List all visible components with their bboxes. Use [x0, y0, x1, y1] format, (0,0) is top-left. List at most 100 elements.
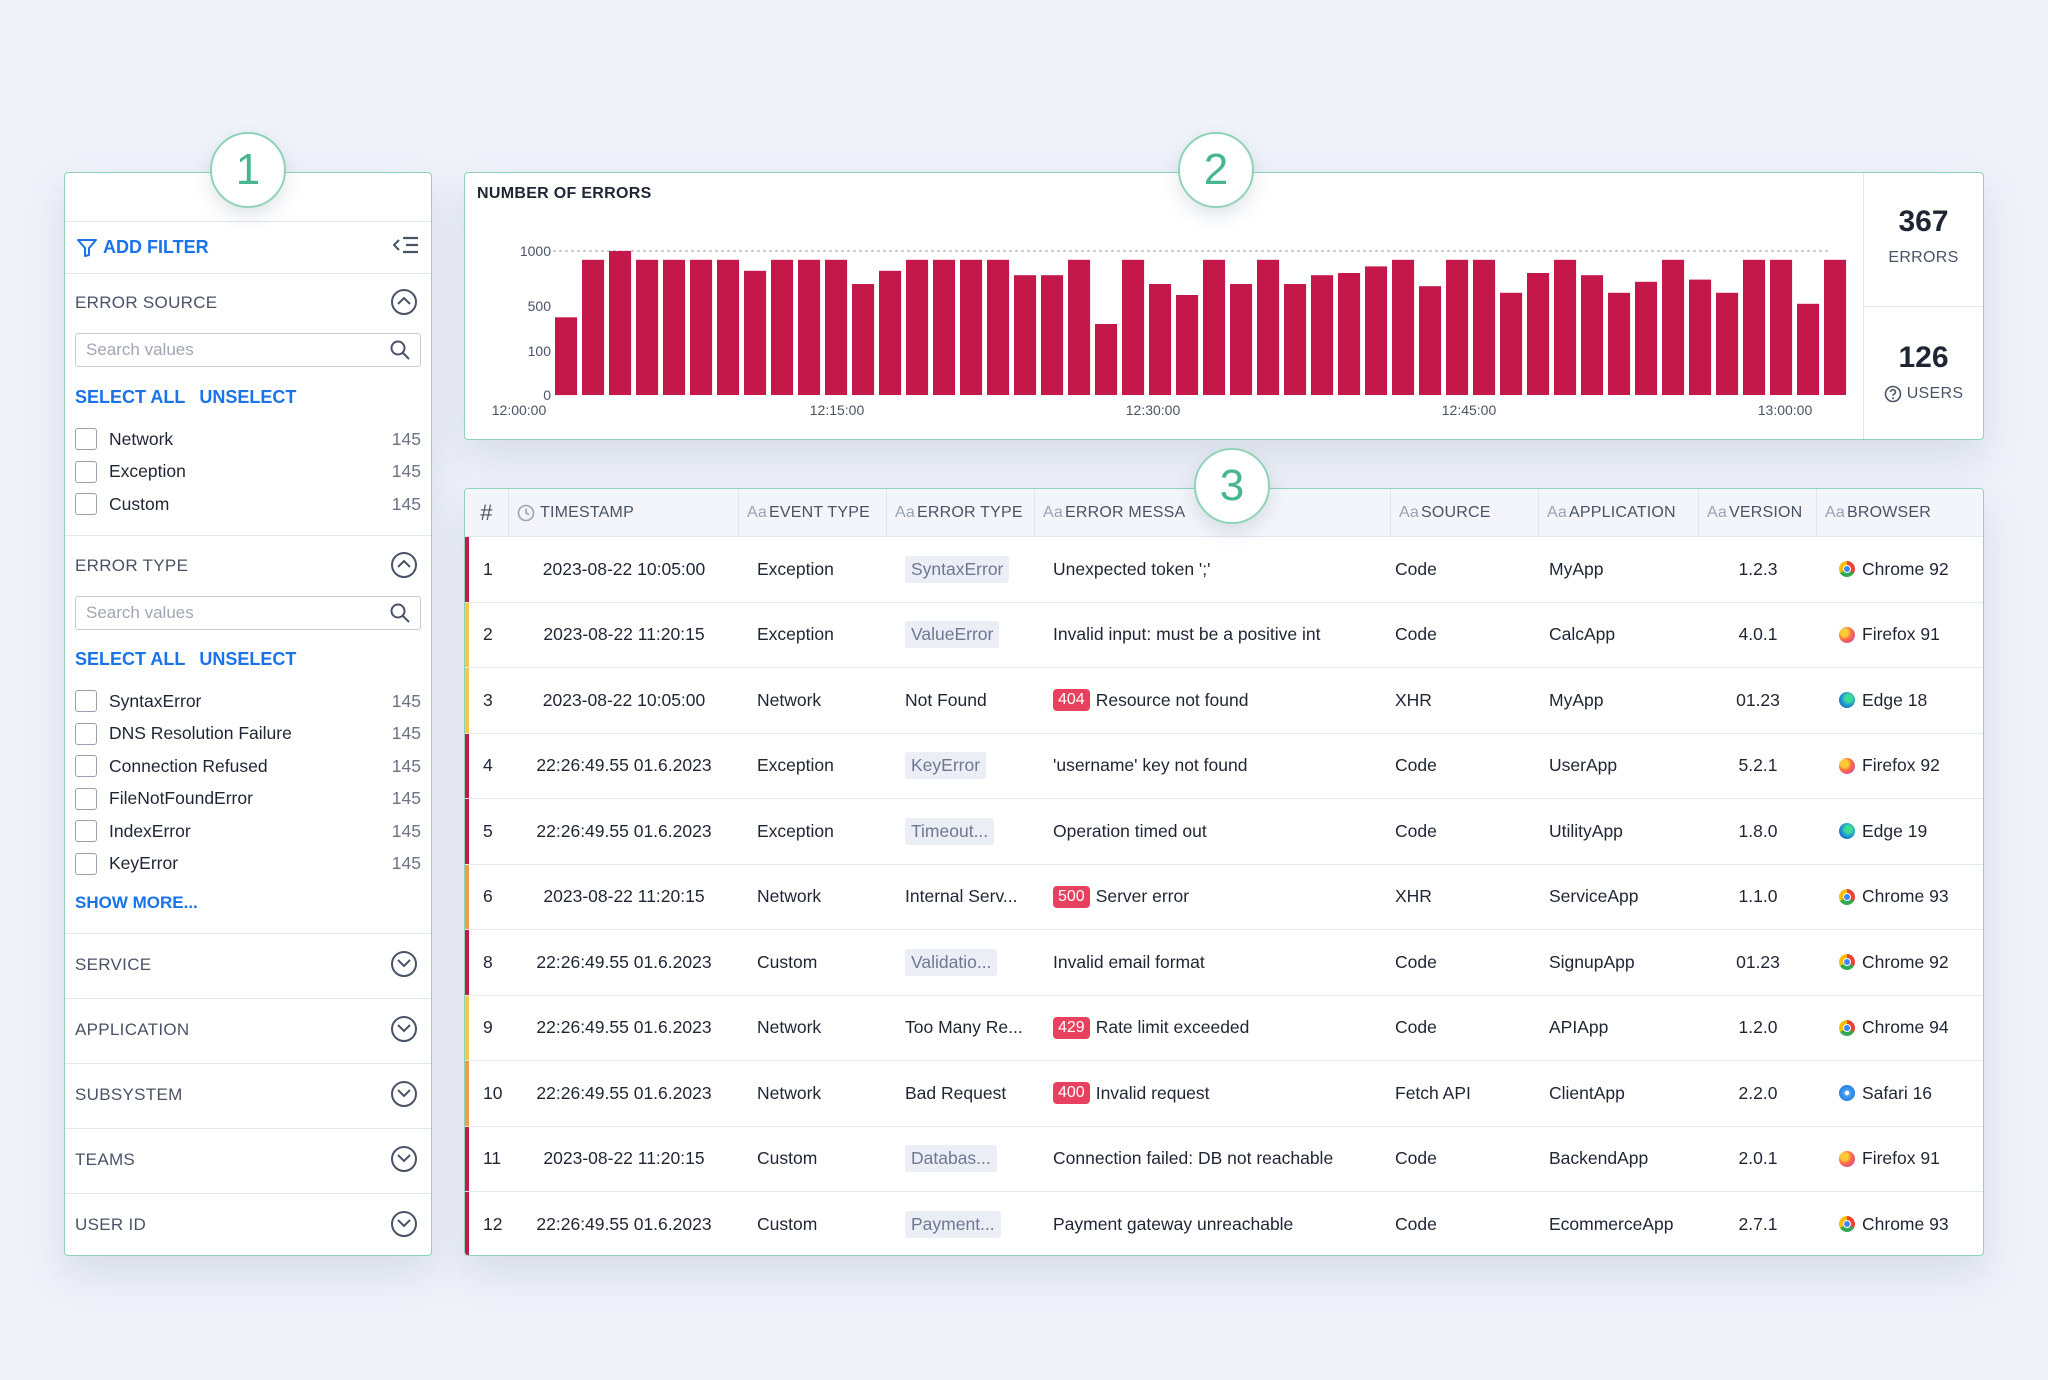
checkbox[interactable] [75, 690, 97, 712]
checkbox[interactable] [75, 722, 97, 745]
severity-indicator [465, 1061, 469, 1126]
show-more-link[interactable]: SHOW MORE... [75, 893, 198, 912]
error-type-search-input[interactable] [86, 603, 376, 623]
table-row[interactable]: 8 22:26:49.55 01.6.2023 Custom Validatio… [465, 930, 1983, 996]
checkbox-row-syntaxerror[interactable]: SyntaxError 145 [75, 687, 421, 715]
y-tick-label: 100 [528, 343, 552, 359]
section-title-application[interactable]: APPLICATION [75, 1020, 190, 1039]
severity-indicator [465, 733, 469, 798]
timestamp: 2023-08-22 11:20:15 [543, 624, 705, 645]
table-row[interactable]: 12 22:26:49.55 01.6.2023 Custom Payment.… [465, 1192, 1983, 1255]
checkbox[interactable] [75, 755, 97, 777]
checkbox-row-dns-resolution-failure[interactable]: DNS Resolution Failure 145 [75, 720, 421, 748]
expand-teams-icon[interactable] [391, 1146, 417, 1172]
error-message-cell: 404 Resource not found [1053, 668, 1389, 733]
event-type: Exception [757, 558, 834, 579]
checkbox[interactable] [75, 820, 97, 842]
table-row[interactable]: 11 2023-08-22 11:20:15 Custom Databas...… [465, 1126, 1983, 1192]
table-row[interactable]: 4 22:26:49.55 01.6.2023 Exception KeyErr… [465, 733, 1983, 799]
timestamp: 2023-08-22 10:05:00 [542, 558, 706, 579]
column-header-application[interactable]: Aa APPLICATION [1539, 489, 1699, 537]
expand-subsystem-icon[interactable] [391, 1081, 417, 1107]
select-all-link[interactable]: SELECT ALL [75, 387, 186, 407]
expand-user-id-icon[interactable] [391, 1211, 417, 1237]
help-icon[interactable] [1884, 385, 1902, 403]
x-tick-label: 13:00:00 [1758, 402, 1813, 418]
section-title-teams[interactable]: TEAMS [75, 1150, 136, 1169]
count: 145 [391, 461, 421, 481]
checkbox[interactable] [75, 493, 97, 515]
section-title-error-type: ERROR TYPE [75, 556, 189, 575]
table-row[interactable]: 1 2023-08-22 10:05:00 Exception SyntaxEr… [465, 537, 1983, 603]
select-all-link[interactable]: SELECT ALL [75, 649, 186, 669]
checkbox[interactable] [75, 787, 97, 810]
error-message: Invalid email format [1053, 951, 1205, 972]
severity-indicator [465, 668, 469, 733]
search-icon [390, 340, 410, 360]
checkbox[interactable] [75, 428, 97, 450]
collapse-error-source-icon[interactable] [391, 289, 417, 315]
bar [798, 259, 821, 395]
table-row[interactable]: 9 22:26:49.55 01.6.2023 Network Too Many… [465, 995, 1983, 1061]
application: ClientApp [1549, 1082, 1625, 1103]
bar [1392, 259, 1415, 395]
column-header-browser[interactable]: Aa BROWSER [1817, 489, 1983, 537]
checkbox[interactable] [75, 852, 97, 875]
column-header-timestamp[interactable]: TIMESTAMP [509, 489, 739, 537]
checkbox-row-connection-refused[interactable]: Connection Refused 145 [75, 752, 421, 780]
bar [1311, 275, 1334, 395]
bar [960, 259, 983, 395]
unselect-link[interactable]: UNSELECT [199, 387, 297, 407]
section-title-subsystem[interactable]: SUBSYSTEM [75, 1085, 183, 1104]
section-title-error-source: ERROR SOURCE [75, 293, 218, 312]
errors-table: # TIMESTAMP Aa EVENT TYPE Aa ERROR TYPE Aa… [464, 488, 1984, 1256]
add-filter-button[interactable]: ADD FILTER [77, 237, 209, 258]
checkbox-row-filenotfounderror[interactable]: FileNotFoundError 145 [75, 785, 421, 813]
table-row[interactable]: 5 22:26:49.55 01.6.2023 Exception Timeou… [465, 799, 1983, 865]
column-header-number[interactable]: # [465, 489, 509, 537]
checkbox-row-exception[interactable]: Exception 145 [75, 458, 421, 486]
checkbox-row-keyerror[interactable]: KeyError 145 [75, 850, 421, 878]
errors-count: 367 [1898, 205, 1949, 238]
browser-cell: Chrome 94 [1839, 996, 1983, 1061]
column-header-source[interactable]: Aa SOURCE [1391, 489, 1539, 537]
checkbox-row-custom[interactable]: Custom 145 [75, 490, 421, 518]
table-row[interactable]: 3 2023-08-22 10:05:00 Network Not Found … [465, 668, 1983, 734]
expand-service-icon[interactable] [391, 951, 417, 977]
source: XHR [1395, 886, 1432, 907]
timestamp: 22:26:49.55 01.6.2023 [536, 1082, 712, 1103]
table-row[interactable]: 10 22:26:49.55 01.6.2023 Network Bad Req… [465, 1061, 1983, 1127]
collapse-error-type-icon[interactable] [391, 552, 417, 578]
error-type: Not Found [905, 689, 987, 710]
section-title-user-id[interactable]: USER ID [75, 1215, 147, 1234]
collapse-sidebar-icon[interactable] [392, 235, 419, 260]
checkbox-row-network[interactable]: Network 145 [75, 425, 421, 453]
column-header-error-message[interactable]: Aa ERROR MESSA [1035, 489, 1391, 537]
text-type-icon: Aa [1399, 504, 1419, 521]
bar [1743, 259, 1766, 395]
section-title-service[interactable]: SERVICE [75, 955, 152, 974]
error-type-search-field[interactable] [75, 596, 421, 630]
divider [1864, 306, 1983, 307]
column-header-error-type[interactable]: Aa ERROR TYPE [887, 489, 1035, 537]
error-source-search-field[interactable] [75, 333, 421, 367]
browser-cell: Chrome 93 [1839, 865, 1983, 930]
expand-application-icon[interactable] [391, 1016, 417, 1042]
version: 2.2.0 [1738, 1082, 1778, 1103]
checkbox-row-indexerror[interactable]: IndexError 145 [75, 817, 421, 845]
event-type: Network [757, 689, 822, 710]
checkbox[interactable] [75, 460, 97, 483]
unselect-link[interactable]: UNSELECT [199, 649, 297, 669]
error-source-search-input[interactable] [86, 340, 376, 360]
browser: Firefox 91 [1862, 624, 1940, 645]
browser: Edge 18 [1862, 689, 1928, 710]
table-row[interactable]: 6 2023-08-22 11:20:15 Network Internal S… [465, 864, 1983, 930]
column-header-event-type[interactable]: Aa EVENT TYPE [739, 489, 887, 537]
error-type-cell: SyntaxError [905, 537, 1035, 602]
column-header-version[interactable]: Aa VERSION [1699, 489, 1817, 537]
error-message: Server error [1095, 886, 1190, 907]
error-message-cell: Invalid input: must be a positive int [1053, 603, 1389, 668]
table-row[interactable]: 2 2023-08-22 11:20:15 Exception ValueErr… [465, 602, 1983, 668]
count: 145 [391, 788, 421, 808]
browser: Firefox 91 [1862, 1148, 1940, 1169]
